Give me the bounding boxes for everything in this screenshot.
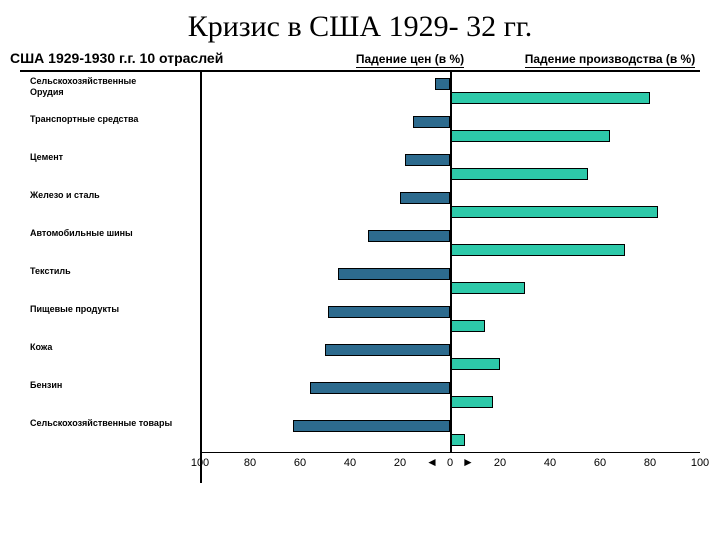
chart-row: Автомобильные шины <box>20 224 700 262</box>
chart-row: Бензин <box>20 376 700 414</box>
chart-plot-area: Сельскохозяйственные Орудия Транспортные … <box>20 70 700 452</box>
header-production-label: Падение производства (в %) <box>510 52 710 66</box>
production-bar <box>450 282 525 294</box>
y-axis-line <box>200 70 202 483</box>
chart: Сельскохозяйственные Орудия Транспортные … <box>20 70 700 483</box>
production-bar <box>450 92 650 104</box>
x-tick-label: 40 <box>344 457 356 469</box>
category-label: Транспортные средства <box>30 114 190 125</box>
production-bar <box>450 320 485 332</box>
page-title: Кризис в США 1929- 32 гг. <box>0 0 720 50</box>
x-tick-label: 40 <box>544 457 556 469</box>
x-tick-label: 0 <box>447 457 453 469</box>
x-axis: 10080604020◄►020406080100 <box>200 452 700 483</box>
price-bar <box>325 344 450 356</box>
category-label: Кожа <box>30 342 190 353</box>
x-tick-label: 60 <box>294 457 306 469</box>
chart-row: Пищевые продукты <box>20 300 700 338</box>
category-label: Пищевые продукты <box>30 304 190 315</box>
production-bar <box>450 358 500 370</box>
category-label: Автомобильные шины <box>30 228 190 239</box>
production-bar <box>450 244 625 256</box>
x-tick-label: 80 <box>644 457 656 469</box>
category-label: Текстиль <box>30 266 190 277</box>
price-bar <box>435 78 450 90</box>
chart-row: Кожа <box>20 338 700 376</box>
production-bar <box>450 130 610 142</box>
x-tick-label: 80 <box>244 457 256 469</box>
price-bar <box>368 230 451 242</box>
chart-row: Сельскохозяйственные товары <box>20 414 700 452</box>
category-label: Цемент <box>30 152 190 163</box>
price-bar <box>293 420 451 432</box>
chart-row: Сельскохозяйственные Орудия <box>20 72 700 110</box>
production-bar <box>450 206 658 218</box>
production-bar <box>450 168 588 180</box>
x-tick-label: 20 <box>494 457 506 469</box>
x-tick-label: 60 <box>594 457 606 469</box>
production-bar <box>450 396 493 408</box>
x-tick-label: 100 <box>691 457 709 469</box>
chart-row: Текстиль <box>20 262 700 300</box>
category-label: Сельскохозяйственные товары <box>30 418 190 429</box>
category-label: Сельскохозяйственные Орудия <box>30 76 190 98</box>
price-bar <box>413 116 451 128</box>
price-bar <box>400 192 450 204</box>
header-price-label: Падение цен (в %) <box>310 52 510 66</box>
price-bar <box>310 382 450 394</box>
center-axis-line <box>450 72 452 452</box>
price-bar <box>405 154 450 166</box>
axis-arrow-left-icon: ◄ <box>426 455 438 470</box>
chart-header: США 1929-1930 г.г. 10 отраслей Падение ц… <box>0 50 720 70</box>
x-tick-label: 20 <box>394 457 406 469</box>
category-label: Бензин <box>30 380 190 391</box>
chart-row: Железо и сталь <box>20 186 700 224</box>
price-bar <box>338 268 451 280</box>
chart-row: Транспортные средства <box>20 110 700 148</box>
production-bar <box>450 434 465 446</box>
header-left-label: США 1929-1930 г.г. 10 отраслей <box>10 50 310 66</box>
price-bar <box>328 306 451 318</box>
axis-arrow-right-icon: ► <box>462 455 474 470</box>
category-label: Железо и сталь <box>30 190 190 201</box>
chart-row: Цемент <box>20 148 700 186</box>
